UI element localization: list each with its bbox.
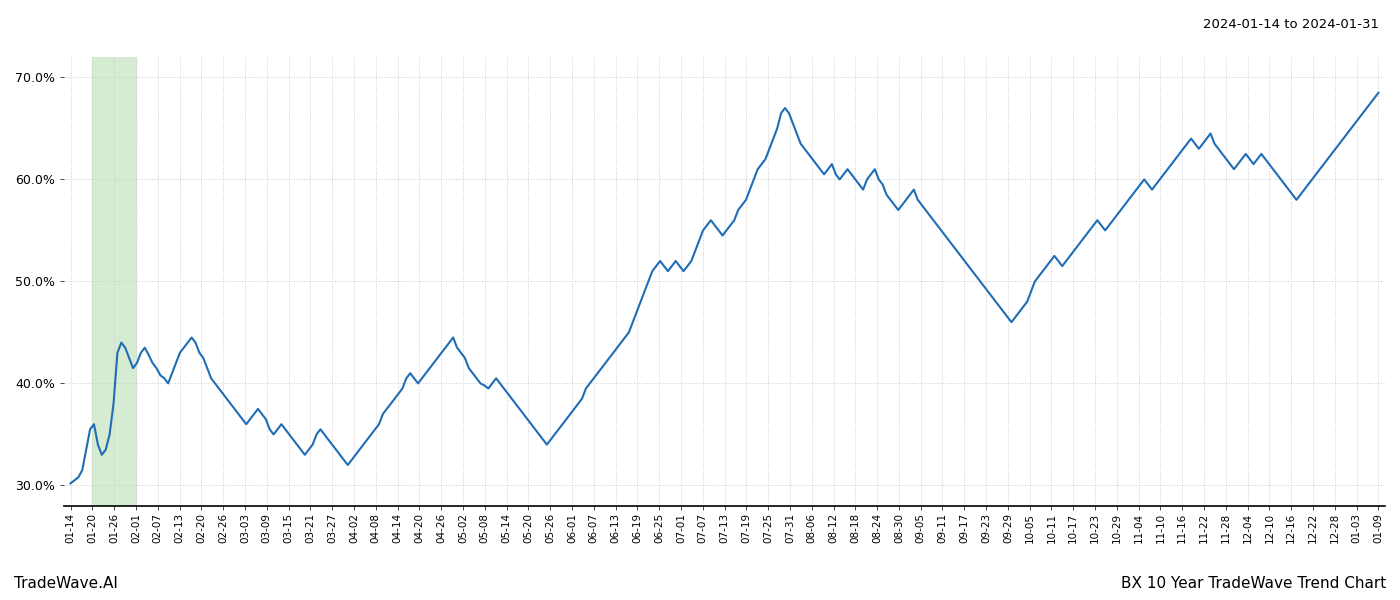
Text: 2024-01-14 to 2024-01-31: 2024-01-14 to 2024-01-31 [1203, 18, 1379, 31]
Text: BX 10 Year TradeWave Trend Chart: BX 10 Year TradeWave Trend Chart [1121, 576, 1386, 591]
Text: TradeWave.AI: TradeWave.AI [14, 576, 118, 591]
Bar [92, 57, 136, 506]
